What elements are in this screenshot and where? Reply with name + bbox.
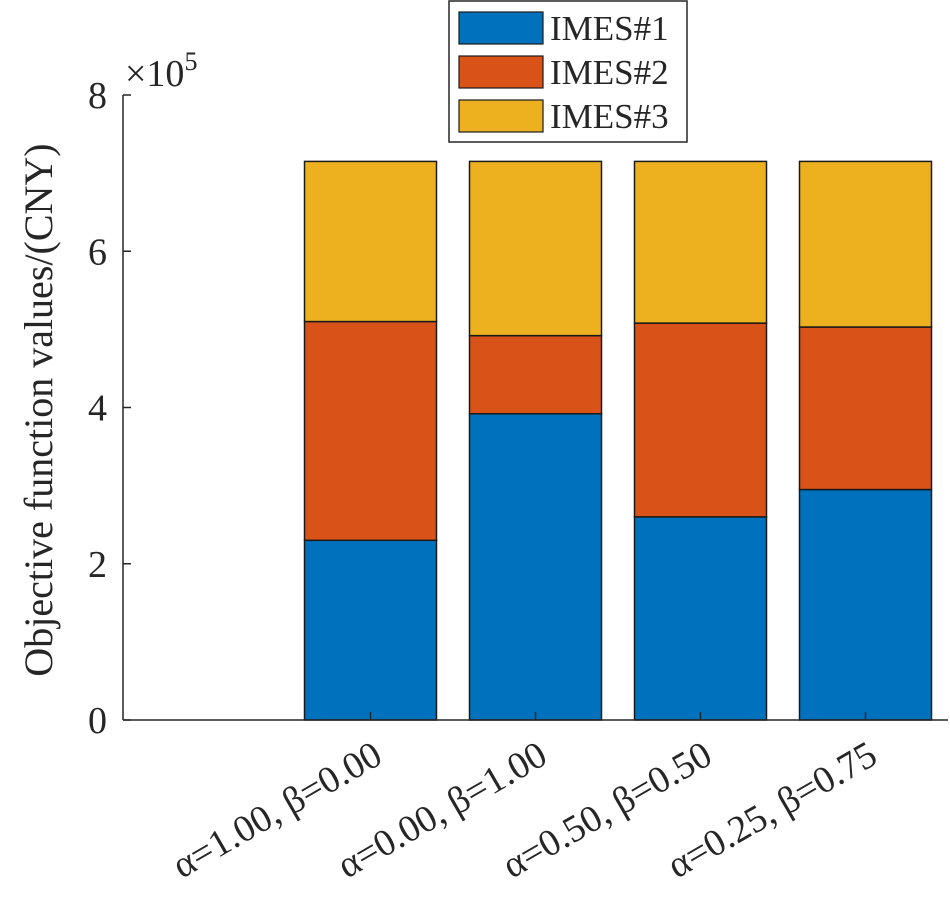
y-axis-multiplier-exponent: 5 <box>184 47 197 76</box>
bar-segment-imes-3 <box>633 160 768 324</box>
legend-swatch <box>458 99 544 133</box>
bar-segment-imes-2 <box>468 334 603 415</box>
y-tick-label: 2 <box>88 544 107 586</box>
legend-label: IMES#1 <box>550 9 669 48</box>
y-axis-multiplier-base: ×10 <box>125 53 184 95</box>
bar-segment-imes-3 <box>468 160 603 337</box>
y-ticks-group: 0 2 4 6 8 <box>88 75 131 742</box>
legend-swatch <box>458 11 544 45</box>
y-tick-label: 8 <box>88 75 107 117</box>
x-ticks-group: α=1.00, β=0.00α=0.00, β=1.00α=0.50, β=0.… <box>165 712 884 887</box>
legend-label: IMES#2 <box>550 53 669 92</box>
legend-swatch <box>458 55 544 89</box>
bar-segment-imes-2 <box>633 322 768 518</box>
y-tick-label: 6 <box>88 231 107 273</box>
bar-segment-imes-1 <box>303 539 438 721</box>
bar-segment-imes-1 <box>468 413 603 721</box>
y-tick-label: 0 <box>88 700 107 742</box>
bars-group <box>303 160 933 721</box>
bar-segment-imes-2 <box>798 326 933 491</box>
y-tick-label: 4 <box>88 388 107 430</box>
legend: IMES#1 IMES#2 IMES#3 <box>448 0 688 143</box>
bar-segment-imes-2 <box>303 320 438 542</box>
y-axis-label: Objective function values/(CNY) <box>16 143 61 676</box>
bar-segment-imes-1 <box>798 488 933 721</box>
bar-segment-imes-3 <box>303 160 438 323</box>
y-axis-multiplier: ×105 <box>125 47 197 95</box>
bar-segment-imes-1 <box>633 516 768 721</box>
bar-segment-imes-3 <box>798 160 933 328</box>
legend-label: IMES#3 <box>550 97 669 136</box>
